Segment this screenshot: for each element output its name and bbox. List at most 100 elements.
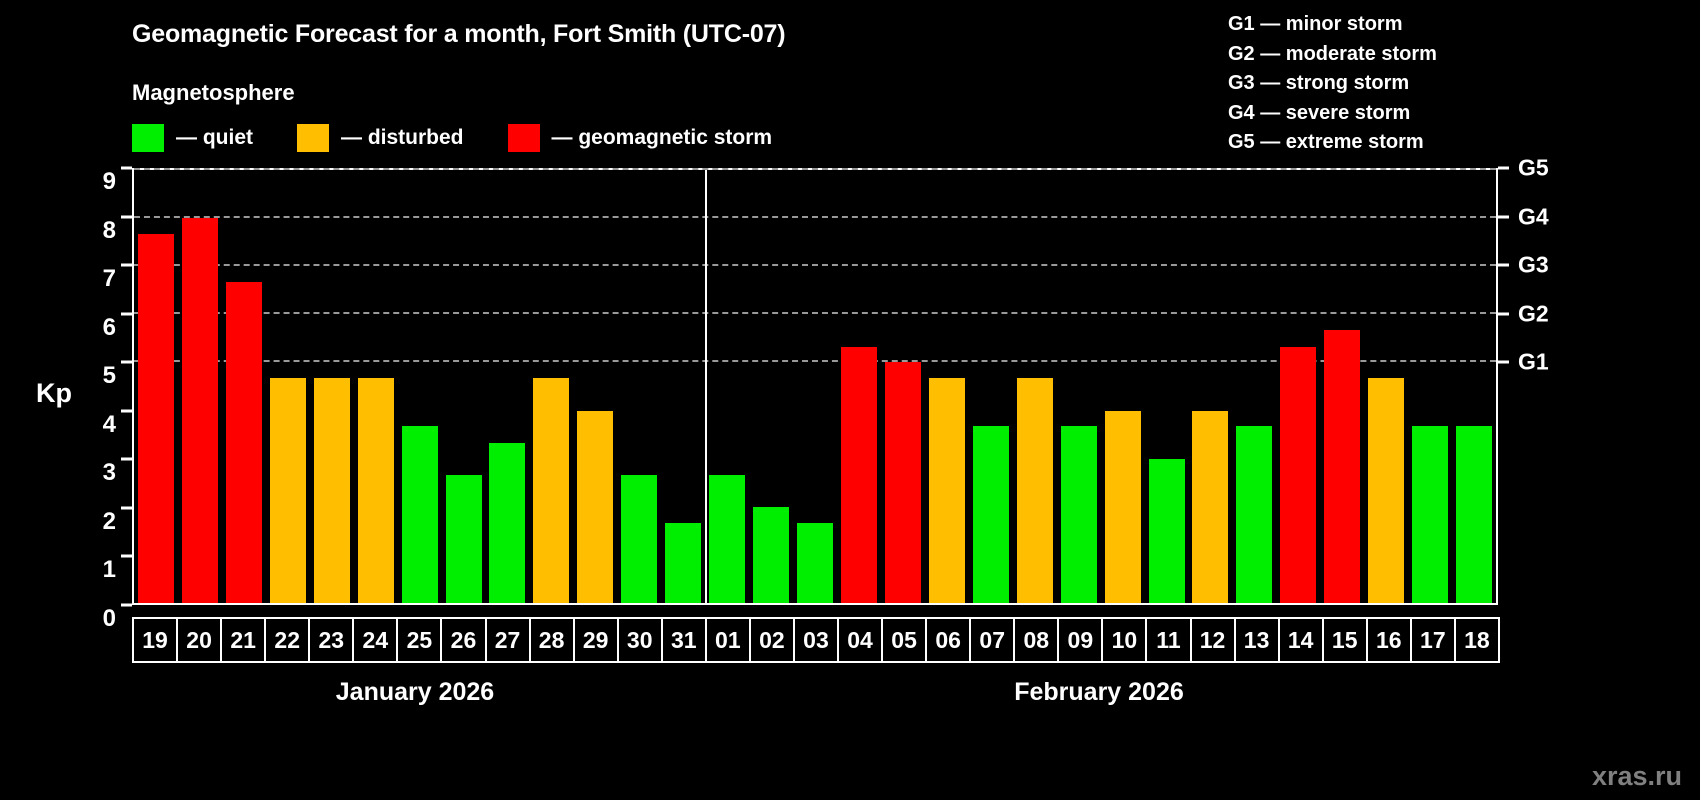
page-title: Geomagnetic Forecast for a month, Fort S… bbox=[132, 20, 786, 48]
legend-swatch-quiet bbox=[132, 124, 164, 152]
date-cell-15[interactable]: 15 bbox=[1321, 617, 1368, 663]
date-cell-17[interactable]: 17 bbox=[1409, 617, 1456, 663]
date-cell-14[interactable]: 14 bbox=[1277, 617, 1324, 663]
date-cell-05[interactable]: 05 bbox=[881, 617, 928, 663]
bar-slot-18 bbox=[1452, 170, 1496, 603]
bar-day-11[interactable] bbox=[1148, 458, 1185, 603]
date-cell-28[interactable]: 28 bbox=[528, 617, 575, 663]
date-cell-12[interactable]: 12 bbox=[1189, 617, 1236, 663]
bar-slot-31 bbox=[661, 170, 705, 603]
date-cell-04[interactable]: 04 bbox=[837, 617, 884, 663]
y-tick-mark-3 bbox=[121, 457, 132, 461]
bar-day-29[interactable] bbox=[577, 410, 614, 603]
legend-entry-disturbed: — disturbed bbox=[297, 124, 508, 152]
bar-day-18[interactable] bbox=[1456, 426, 1493, 603]
date-cell-13[interactable]: 13 bbox=[1233, 617, 1280, 663]
legend-swatch-storm bbox=[507, 124, 540, 152]
date-cell-27[interactable]: 27 bbox=[484, 617, 531, 663]
date-cell-19[interactable]: 19 bbox=[132, 617, 179, 663]
bar-day-31[interactable] bbox=[665, 522, 702, 603]
gridline-kp-6 bbox=[134, 312, 1496, 315]
bar-day-03[interactable] bbox=[797, 522, 834, 603]
date-cell-18[interactable]: 18 bbox=[1453, 617, 1500, 663]
date-cell-10[interactable]: 10 bbox=[1101, 617, 1148, 663]
bar-day-20[interactable] bbox=[181, 218, 218, 603]
bar-day-12[interactable] bbox=[1192, 410, 1229, 603]
g-tick-label-G4: G4 bbox=[1518, 203, 1549, 230]
y-tick-mark-9 bbox=[121, 166, 132, 170]
bar-day-14[interactable] bbox=[1280, 346, 1317, 603]
bar-day-16[interactable] bbox=[1368, 378, 1405, 603]
bar-day-24[interactable] bbox=[357, 378, 394, 603]
date-cell-06[interactable]: 06 bbox=[925, 617, 972, 663]
bar-day-02[interactable] bbox=[753, 506, 790, 603]
g-tick-label-G5: G5 bbox=[1518, 154, 1549, 181]
legend-swatch-disturbed bbox=[297, 124, 329, 152]
bar-day-07[interactable] bbox=[972, 426, 1009, 603]
g-legend-row-3: G3 — strong storm bbox=[1228, 72, 1410, 94]
g-tick-mark-G1 bbox=[1498, 360, 1509, 364]
date-cell-11[interactable]: 11 bbox=[1145, 617, 1192, 663]
g-tick-label-G3: G3 bbox=[1518, 251, 1549, 278]
g-legend-row-2: G2 — moderate storm bbox=[1228, 42, 1437, 65]
date-cell-31[interactable]: 31 bbox=[660, 617, 707, 663]
date-cell-01[interactable]: 01 bbox=[704, 617, 751, 663]
date-cell-21[interactable]: 21 bbox=[220, 617, 267, 663]
bar-day-28[interactable] bbox=[533, 378, 570, 603]
bar-slot-29 bbox=[573, 170, 617, 603]
date-cell-26[interactable]: 26 bbox=[440, 617, 487, 663]
date-cell-25[interactable]: 25 bbox=[396, 617, 443, 663]
date-cell-23[interactable]: 23 bbox=[308, 617, 355, 663]
date-cell-16[interactable]: 16 bbox=[1365, 617, 1412, 663]
bar-slot-09 bbox=[1057, 170, 1101, 603]
bar-slot-30 bbox=[617, 170, 661, 603]
g-tick-mark-G3 bbox=[1498, 263, 1509, 267]
bar-day-27[interactable] bbox=[489, 442, 526, 603]
color-legend: — quiet — disturbed — geomagnetic storm bbox=[132, 124, 816, 152]
date-cell-22[interactable]: 22 bbox=[264, 617, 311, 663]
date-cell-30[interactable]: 30 bbox=[616, 617, 663, 663]
bar-day-06[interactable] bbox=[928, 378, 965, 603]
bar-day-26[interactable] bbox=[445, 474, 482, 603]
g-legend-row-1: G1 — minor storm bbox=[1228, 13, 1403, 35]
bar-slot-24 bbox=[354, 170, 398, 603]
bar-slot-17 bbox=[1408, 170, 1452, 603]
bar-day-17[interactable] bbox=[1412, 426, 1449, 603]
g-tick-mark-G4 bbox=[1498, 215, 1509, 219]
date-cell-20[interactable]: 20 bbox=[176, 617, 223, 663]
bar-day-04[interactable] bbox=[840, 346, 877, 603]
bar-day-13[interactable] bbox=[1236, 426, 1273, 603]
bar-day-08[interactable] bbox=[1016, 378, 1053, 603]
date-cell-07[interactable]: 07 bbox=[969, 617, 1016, 663]
bar-slot-19 bbox=[134, 170, 178, 603]
month-divider bbox=[705, 170, 708, 603]
bar-slot-26 bbox=[442, 170, 486, 603]
bar-day-15[interactable] bbox=[1324, 330, 1361, 603]
date-cell-09[interactable]: 09 bbox=[1057, 617, 1104, 663]
bar-day-22[interactable] bbox=[269, 378, 306, 603]
bar-day-25[interactable] bbox=[401, 426, 438, 603]
date-cell-02[interactable]: 02 bbox=[748, 617, 795, 663]
gridlines bbox=[134, 168, 1496, 603]
bar-day-30[interactable] bbox=[621, 474, 658, 603]
bar-day-01[interactable] bbox=[709, 474, 746, 603]
bar-day-21[interactable] bbox=[225, 282, 262, 603]
bar-slot-06 bbox=[925, 170, 969, 603]
date-cell-03[interactable]: 03 bbox=[792, 617, 839, 663]
bar-day-23[interactable] bbox=[313, 378, 350, 603]
chart-plot-area bbox=[132, 168, 1498, 605]
bar-slot-03 bbox=[793, 170, 837, 603]
bar-day-19[interactable] bbox=[137, 234, 174, 603]
bar-slot-15 bbox=[1320, 170, 1364, 603]
watermark: xras.ru bbox=[1591, 761, 1682, 791]
bar-day-09[interactable] bbox=[1060, 426, 1097, 603]
bar-day-10[interactable] bbox=[1104, 410, 1141, 603]
bar-day-05[interactable] bbox=[884, 362, 921, 603]
bars-container bbox=[134, 170, 1496, 603]
y-tick-mark-8 bbox=[121, 215, 132, 219]
date-cell-24[interactable]: 24 bbox=[352, 617, 399, 663]
date-cell-08[interactable]: 08 bbox=[1013, 617, 1060, 663]
date-cell-29[interactable]: 29 bbox=[572, 617, 619, 663]
legend-entry-quiet: — quiet bbox=[132, 124, 297, 152]
